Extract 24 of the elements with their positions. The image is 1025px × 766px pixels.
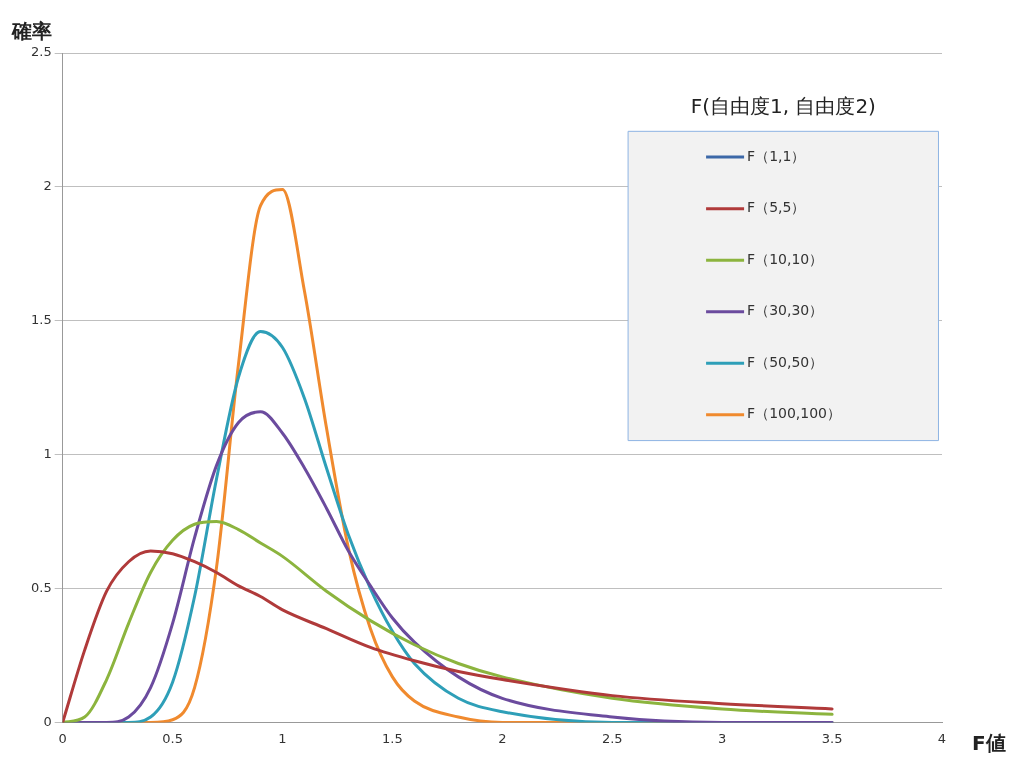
x-tick-label: 1.5	[382, 730, 403, 746]
legend-label: F（50,50）	[747, 353, 824, 370]
legend-title: F(自由度1, 自由度2)	[690, 94, 876, 119]
x-tick-label: 0	[58, 730, 67, 746]
x-tick-label: 0.5	[162, 730, 183, 746]
x-tick-label: 2	[498, 730, 507, 746]
legend-label: F（30,30）	[747, 302, 824, 319]
y-tick-label: 0	[43, 713, 52, 729]
y-tick-label: 1	[43, 446, 52, 462]
legend-label: F（5,5）	[747, 199, 806, 216]
x-axis-title: F値	[972, 731, 1006, 756]
x-tick-label: 3.5	[821, 730, 843, 746]
legend-label: F（10,10）	[747, 250, 824, 267]
x-tick-label: 2.5	[601, 730, 623, 746]
y-tick-label: 1.5	[30, 312, 52, 328]
x-tick-label: 3	[718, 730, 727, 746]
y-tick-label: 2.5	[30, 44, 52, 60]
legend-label: F（100,100）	[747, 405, 842, 422]
legend-label: F（1,1）	[747, 147, 806, 164]
x-tick-label: 4	[937, 730, 947, 746]
y-tick-label: 2	[43, 178, 52, 194]
y-tick-label: 0.5	[30, 579, 52, 595]
y-axis-title: 確率	[11, 19, 52, 43]
x-tick-label: 1	[278, 730, 287, 746]
